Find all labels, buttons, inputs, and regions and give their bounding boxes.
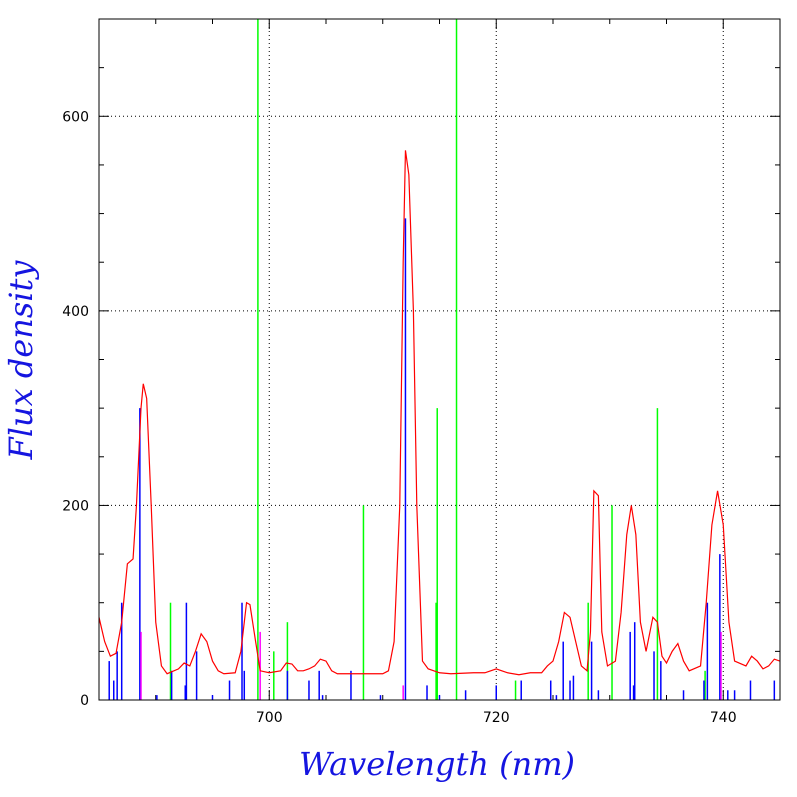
y-axis-label: Flux density: [2, 260, 40, 461]
x-tick-label: 720: [483, 710, 510, 726]
x-tick-label: 700: [256, 710, 283, 726]
y-tick-label: 0: [80, 693, 89, 709]
x-axis-label: Wavelength (nm): [299, 745, 575, 783]
y-tick-label: 200: [62, 498, 89, 514]
spectrum-line: [99, 150, 780, 676]
x-tick-label: 740: [710, 710, 737, 726]
y-tick-label: 600: [62, 109, 89, 125]
y-tick-label: 400: [62, 304, 89, 320]
plot-frame: [98, 18, 781, 701]
